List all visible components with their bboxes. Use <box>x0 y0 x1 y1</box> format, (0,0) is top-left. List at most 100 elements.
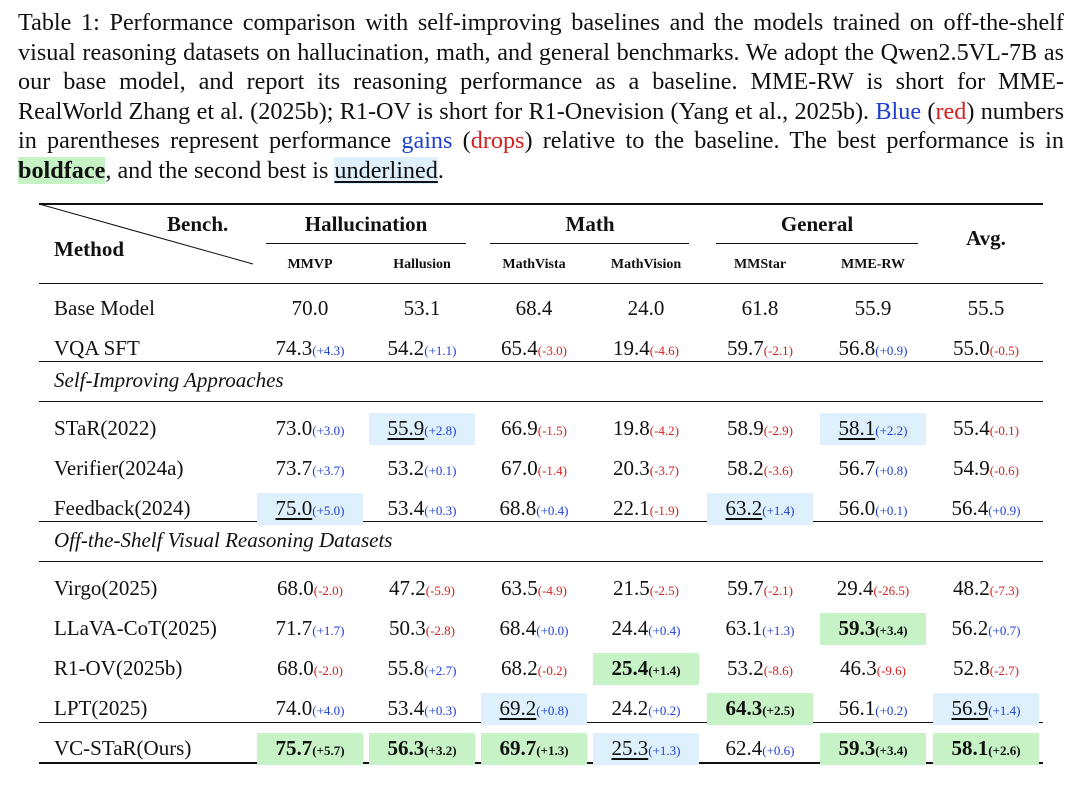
table-cell: 46.3(-9.6) <box>840 656 906 681</box>
table-cell: 56.9(+1.4) <box>952 696 1021 721</box>
cell-drop: (-4.2) <box>649 423 679 438</box>
cell-value: 53.1 <box>403 296 441 320</box>
group-underline-general <box>716 243 918 244</box>
table-cell: 54.9(-0.6) <box>953 456 1019 481</box>
cell-value: 56.1 <box>838 696 876 720</box>
cell-value: 56.8 <box>838 336 876 360</box>
cell-gain: (+1.4) <box>648 663 681 678</box>
cell-value: 58.2 <box>727 456 764 480</box>
cell-drop: (-2.9) <box>763 423 793 438</box>
cell-value: 68.0 <box>277 576 314 600</box>
cell-drop: (-2.1) <box>763 343 793 358</box>
table-cell: 56.0(+0.1) <box>839 496 908 521</box>
cell-value: 50.3 <box>389 616 426 640</box>
table-cell: 56.2(+0.7) <box>952 616 1021 641</box>
cell-value: 58.9 <box>727 416 764 440</box>
table-cell: 68.0(-2.0) <box>277 576 343 601</box>
row-method-label: Verifier(2024a) <box>54 456 184 480</box>
cell-value: 53.4 <box>387 696 425 720</box>
cell-value: 56.9 <box>951 696 989 720</box>
second-highlight <box>369 413 475 445</box>
cell-gain: (+0.4) <box>648 623 681 638</box>
cell-gain: (+0.1) <box>875 503 908 518</box>
cell-gain: (+3.0) <box>312 423 345 438</box>
caption-text-1: Table 1: Performance comparison with sel… <box>18 9 1064 125</box>
table-cell: 74.3(+4.3) <box>276 336 345 361</box>
cell-drop: (-26.5) <box>873 583 910 598</box>
cell-value: 55.0 <box>953 336 990 360</box>
caption-blue-word: Blue <box>875 97 922 125</box>
cell-value: 25.4 <box>611 656 649 680</box>
cell-gain: (+0.1) <box>424 463 457 478</box>
cell-value: 56.7 <box>838 456 876 480</box>
cell-gain: (+0.6) <box>762 743 795 758</box>
table-cell: 53.2(+0.1) <box>388 456 457 481</box>
cell-value: 54.2 <box>387 336 425 360</box>
caption-text-7: . <box>437 156 444 184</box>
caption-text-5: ) relative to the baseline. The best per… <box>524 127 1064 155</box>
second-highlight <box>933 693 1039 725</box>
cell-value: 48.2 <box>953 576 990 600</box>
cell-gain: (+2.8) <box>424 423 457 438</box>
caption-text-2: ( <box>921 97 936 125</box>
best-highlight <box>933 733 1039 765</box>
row-method-label: Feedback(2024) <box>54 496 191 520</box>
method-header: Method <box>54 237 124 261</box>
group-math: Math <box>565 212 615 236</box>
table-cell: 24.2(+0.2) <box>612 696 681 721</box>
cell-value: 53.2 <box>387 456 425 480</box>
cell-gain: (+0.3) <box>424 703 457 718</box>
cell-drop: (-2.1) <box>763 583 793 598</box>
col-mmstar: MMStar <box>733 257 787 272</box>
table-cell: 24.4(+0.4) <box>612 616 681 641</box>
cell-gain: (+1.3) <box>536 743 569 758</box>
table-cell: 66.9(-1.5) <box>501 416 567 441</box>
caption-text-4: ( <box>452 127 471 155</box>
table-cell: 58.9(-2.9) <box>727 416 793 441</box>
table-cell: 67.0(-1.4) <box>501 456 567 481</box>
cell-value: 24.2 <box>611 696 649 720</box>
best-highlight <box>369 733 475 765</box>
cell-value: 58.1 <box>838 416 876 440</box>
cell-value: 70.0 <box>291 296 329 320</box>
table-cell: 53.4(+0.3) <box>388 496 457 521</box>
cell-value: 68.2 <box>501 656 538 680</box>
table-cell: 63.2(+1.4) <box>726 496 795 521</box>
cell-drop: (-9.6) <box>876 663 906 678</box>
cell-value: 53.4 <box>387 496 425 520</box>
table-cell: 58.1(+2.2) <box>839 416 908 441</box>
cell-value: 24.0 <box>627 296 665 320</box>
table-cell: 55.9 <box>855 296 892 321</box>
table-cell: 25.4(+1.4) <box>611 656 680 681</box>
table-cell: 68.0(-2.0) <box>277 656 343 681</box>
cell-drop: (-2.5) <box>649 583 679 598</box>
table-cell: 25.3(+1.3) <box>612 736 681 761</box>
caption-text-6: , and the second best is <box>105 156 335 184</box>
cell-value: 55.4 <box>953 416 990 440</box>
cell-drop: (-2.0) <box>313 583 343 598</box>
cell-value: 63.2 <box>725 496 763 520</box>
table-cell: 59.7(-2.1) <box>727 336 793 361</box>
second-highlight <box>257 493 363 525</box>
cell-value: 22.1 <box>613 496 650 520</box>
cell-drop: (-0.1) <box>989 423 1019 438</box>
cell-gain: (+0.9) <box>875 343 908 358</box>
cell-value: 65.4 <box>501 336 538 360</box>
table-cell: 73.0(+3.0) <box>276 416 345 441</box>
cell-drop: (-0.5) <box>989 343 1019 358</box>
cell-value: 73.7 <box>275 456 313 480</box>
table-cell: 19.4(-4.6) <box>613 336 679 361</box>
cell-value: 59.3 <box>838 616 876 640</box>
col-hallusion: Hallusion <box>393 257 451 272</box>
table-cell: 55.9(+2.8) <box>388 416 457 441</box>
caption-drops-word: drops <box>470 127 525 155</box>
caption-red-word: red <box>935 97 967 125</box>
second-highlight <box>593 733 699 765</box>
table-cell: 68.8(+0.4) <box>500 496 569 521</box>
section-self-improving: Self-Improving Approaches <box>54 368 284 392</box>
table-cell: 22.1(-1.9) <box>613 496 679 521</box>
best-highlight <box>593 653 699 685</box>
cell-drop: (-3.0) <box>537 343 567 358</box>
cell-value: 75.7 <box>275 736 313 760</box>
cell-drop: (-1.4) <box>537 463 567 478</box>
